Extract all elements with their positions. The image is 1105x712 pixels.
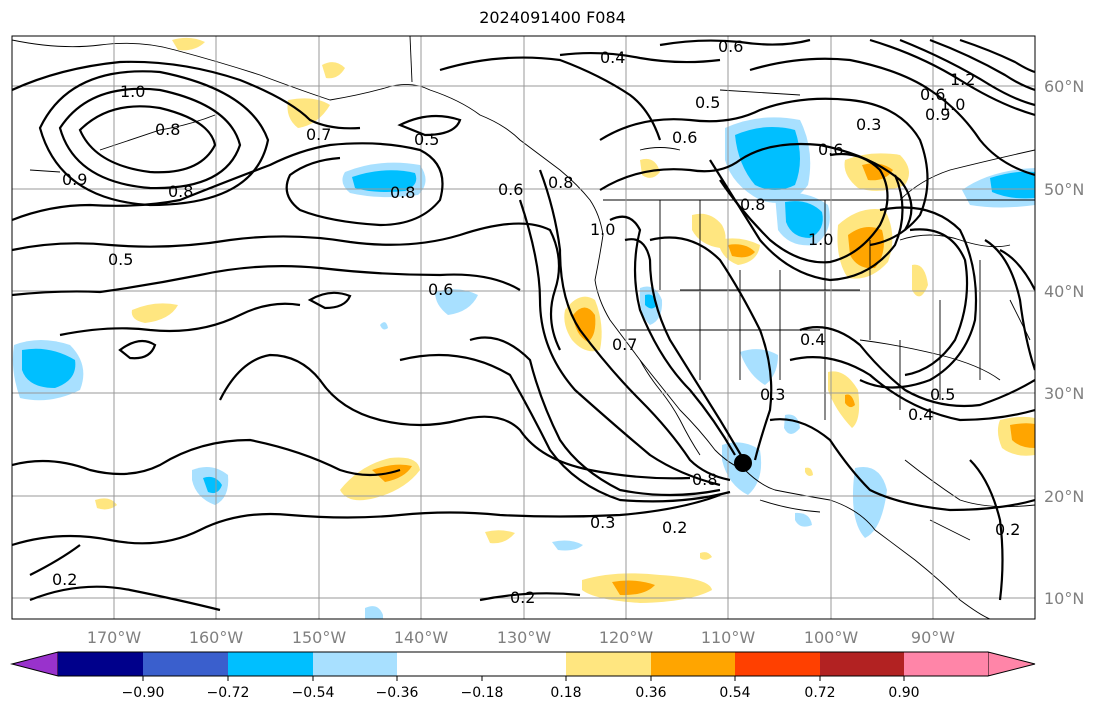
colorbar-ticks xyxy=(142,676,905,681)
contour-label: 0.5 xyxy=(695,93,720,112)
contour-label: 0.2 xyxy=(510,588,535,607)
colorbar-segment xyxy=(313,652,397,676)
colorbar: −0.90 −0.72 −0.54 −0.36 −0.18 0.18 0.36 … xyxy=(10,651,1036,701)
colorbar-tick-label: 0.54 xyxy=(719,685,750,701)
colorbar-segment xyxy=(397,652,482,676)
lon-label: 120°W xyxy=(599,628,654,647)
colorbar-tick-label: −0.72 xyxy=(207,685,250,701)
colorbar-tick-label: 0.72 xyxy=(804,685,835,701)
lon-label: 100°W xyxy=(804,628,859,647)
contour-label: 0.9 xyxy=(62,170,87,189)
contour-lines xyxy=(12,38,1035,612)
lon-label: 170°W xyxy=(87,628,142,647)
colorbar-extend-low xyxy=(10,651,59,677)
contour-label: 0.6 xyxy=(818,140,843,159)
colorbar-segment xyxy=(735,652,820,676)
colorbar-segment xyxy=(228,652,313,676)
contour-label: 1.0 xyxy=(590,220,615,239)
lat-label: 10°N xyxy=(1044,589,1084,608)
contour-label: 0.9 xyxy=(925,105,950,124)
lat-label: 50°N xyxy=(1044,180,1084,199)
lon-label: 140°W xyxy=(394,628,449,647)
anomaly-shading xyxy=(12,37,1035,619)
contour-label: 1.0 xyxy=(940,95,965,114)
contour-label: 0.3 xyxy=(590,513,615,532)
colorbar-segment xyxy=(58,652,143,676)
colorbar-extend-high xyxy=(987,651,1036,677)
latitude-labels: 60°N 50°N 40°N 30°N 20°N 10°N xyxy=(1044,77,1084,608)
map-frame xyxy=(11,35,1036,620)
contour-label: 0.4 xyxy=(908,405,933,424)
contour-label: 0.8 xyxy=(692,470,717,489)
contour-label-group: 1.0 0.9 0.8 0.5 0.7 0.5 0.8 0.6 0.4 0.6 … xyxy=(52,37,1020,607)
colorbar-segment xyxy=(143,652,228,676)
colorbar-tick-label: −0.36 xyxy=(376,685,419,701)
contour-label: 1.0 xyxy=(808,230,833,249)
colorbar-tick-label: −0.54 xyxy=(292,685,335,701)
colorbar-tick-label: 0.18 xyxy=(550,685,581,701)
contour-label: 0.7 xyxy=(306,125,331,144)
contour-label: 0.2 xyxy=(995,520,1020,539)
colorbar-tick-label: −0.90 xyxy=(122,685,165,701)
contour-label: 0.8 xyxy=(740,195,765,214)
lat-label: 40°N xyxy=(1044,282,1084,301)
contour-label: 0.8 xyxy=(155,120,180,139)
lat-label: 20°N xyxy=(1044,487,1084,506)
contour-label: 0.2 xyxy=(662,518,687,537)
colorbar-segment xyxy=(566,652,651,676)
storm-center-marker xyxy=(734,454,752,472)
longitude-labels: 170°W 160°W 150°W 140°W 130°W 120°W 110°… xyxy=(87,628,955,647)
colorbar-segment xyxy=(820,652,904,676)
colorbar-tick-label: 0.90 xyxy=(888,685,919,701)
lon-label: 110°W xyxy=(701,628,756,647)
lon-label: 160°W xyxy=(189,628,244,647)
contour-label: 0.6 xyxy=(920,85,945,104)
contour-label: 0.4 xyxy=(600,48,625,67)
lat-label: 30°N xyxy=(1044,384,1084,403)
colorbar-tick-label: 0.36 xyxy=(635,685,666,701)
contour-label: 1.0 xyxy=(120,82,145,101)
lon-label: 150°W xyxy=(292,628,347,647)
contour-label: 0.8 xyxy=(168,182,193,201)
contour-label: 0.6 xyxy=(498,180,523,199)
contour-label: 0.3 xyxy=(760,385,785,404)
map-title: 2024091400 F084 xyxy=(479,8,626,27)
contour-label: 0.3 xyxy=(856,115,881,134)
colorbar-segment xyxy=(482,652,566,676)
contour-label: 0.6 xyxy=(718,37,743,56)
colorbar-segment xyxy=(904,652,988,676)
colorbar-segment xyxy=(651,652,735,676)
contour-label: 0.8 xyxy=(548,173,573,192)
contour-label: 0.7 xyxy=(612,335,637,354)
graticule xyxy=(12,36,1035,619)
contour-label: 0.6 xyxy=(672,128,697,147)
lon-label: 130°W xyxy=(497,628,552,647)
contour-label: 0.6 xyxy=(428,280,453,299)
contour-label: 0.8 xyxy=(390,183,415,202)
contour-label: 0.5 xyxy=(414,130,439,149)
contour-label: 0.2 xyxy=(52,570,77,589)
contour-label: 0.5 xyxy=(930,385,955,404)
lat-label: 60°N xyxy=(1044,77,1084,96)
contour-label: 0.4 xyxy=(800,330,825,349)
contour-label: 1.2 xyxy=(950,70,975,89)
contour-label: 0.5 xyxy=(108,250,133,269)
lon-label: 90°W xyxy=(911,628,955,647)
colorbar-tick-label: −0.18 xyxy=(461,685,504,701)
